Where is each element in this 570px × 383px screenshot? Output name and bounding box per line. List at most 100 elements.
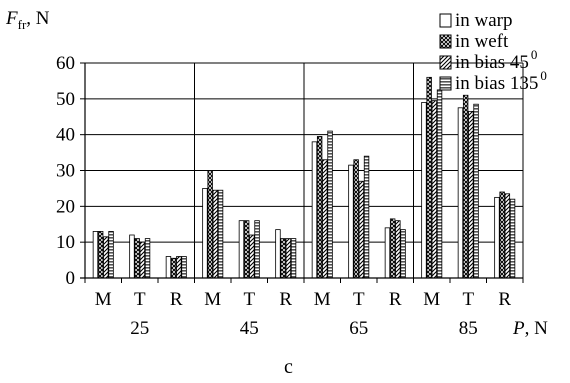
svg-text:P, N: P, N: [512, 318, 548, 339]
y-tick-label: 60: [56, 53, 75, 74]
bar: [457, 107, 464, 279]
legend-swatch: [439, 55, 452, 70]
x-category-label: M: [204, 289, 221, 310]
legend-item: in bias 45 0: [439, 47, 537, 73]
legend-swatch: [439, 13, 452, 28]
bar: [384, 227, 391, 279]
bar: [395, 220, 401, 279]
x-category-label: T: [353, 289, 365, 310]
y-axis-symbol: F: [5, 8, 18, 29]
legend-label: in bias 45 0: [455, 47, 537, 73]
bar: [504, 193, 511, 279]
x-axis-symbol: P: [512, 318, 525, 339]
x-category-label: R: [498, 289, 511, 310]
y-tick-label: 30: [56, 161, 75, 182]
legend-label-text: in weft: [455, 31, 509, 52]
bar: [207, 170, 213, 279]
x-category-label: M: [314, 289, 331, 310]
bar: [249, 234, 255, 279]
legend-swatch: [439, 34, 452, 49]
y-tick-label: 20: [56, 196, 75, 217]
legend-label-text: in bias 45: [455, 52, 529, 73]
bar: [322, 159, 328, 279]
bar: [139, 241, 146, 279]
bar: [134, 238, 140, 279]
legend-label: in bias 135 0: [455, 68, 547, 94]
legend-item: in bias 135 0: [439, 68, 547, 94]
bar: [97, 231, 104, 279]
legend-label-text: in warp: [455, 10, 513, 31]
x-category-label: R: [279, 289, 292, 310]
svg-text:Ffr, N: Ffr, N: [5, 8, 50, 32]
figure-caption: c: [284, 356, 293, 378]
bar: [421, 102, 427, 279]
bar: [494, 196, 500, 279]
bar: [92, 231, 99, 279]
bar: [129, 234, 135, 279]
bar: [509, 198, 516, 279]
bar: [254, 220, 260, 279]
bar: [473, 103, 479, 279]
y-tick-label: 40: [56, 125, 75, 146]
x-category-label: T: [462, 289, 474, 310]
bar: [348, 164, 354, 279]
bar: [275, 229, 281, 279]
bar: [363, 155, 370, 279]
bar: [358, 180, 365, 279]
y-axis-title: Ffr, N: [5, 8, 50, 32]
y-axis-unit: , N: [26, 8, 50, 29]
bar: [181, 256, 187, 279]
legend-swatch: [439, 76, 452, 91]
bar: [165, 256, 172, 279]
gridlines: [85, 62, 524, 278]
bars: [92, 76, 516, 279]
legend-label-text: in bias 135: [455, 73, 538, 94]
bar: [176, 256, 182, 279]
y-tick-labels: 0 10 20 30 40 50 60: [56, 53, 75, 289]
x-category-label: M: [423, 289, 440, 310]
legend-label: in weft: [455, 31, 509, 52]
bar: [202, 188, 208, 279]
x-group-label: 85: [459, 318, 478, 339]
x-category-label: R: [170, 289, 183, 310]
bar: [462, 94, 469, 279]
x-category-label: M: [95, 289, 112, 310]
bar: [436, 89, 443, 279]
bar: [285, 238, 292, 279]
x-axis-unit: , N: [525, 318, 549, 339]
bar: [217, 189, 224, 279]
bar: [170, 257, 177, 279]
x-group-label: 45: [240, 318, 259, 339]
bar: [468, 110, 474, 279]
bar: [316, 136, 323, 279]
bar: [280, 238, 286, 279]
bar: [431, 100, 438, 279]
x-group-labels: 25 45 65 85: [130, 318, 478, 339]
x-axis-title: P, N: [512, 318, 548, 339]
legend-item: in weft: [439, 31, 509, 52]
bar: [311, 141, 318, 279]
bar: [290, 238, 297, 279]
bar: [400, 229, 406, 279]
bar: [327, 130, 333, 279]
x-group-label: 25: [130, 318, 149, 339]
legend-label-superscript: 0: [540, 68, 547, 83]
bar: [426, 76, 432, 279]
x-category-label: R: [389, 289, 402, 310]
y-tick-label: 50: [56, 89, 75, 110]
bar: [108, 231, 114, 279]
x-category-label: T: [134, 289, 146, 310]
bar: [212, 189, 219, 279]
axes: [80, 62, 524, 283]
legend-item: in warp: [439, 10, 513, 31]
legend-label-superscript: 0: [531, 47, 538, 62]
legend-label: in warp: [455, 10, 513, 31]
bar: [499, 191, 505, 279]
bar: [103, 236, 109, 279]
x-category-label: T: [243, 289, 255, 310]
bar: [144, 238, 151, 279]
